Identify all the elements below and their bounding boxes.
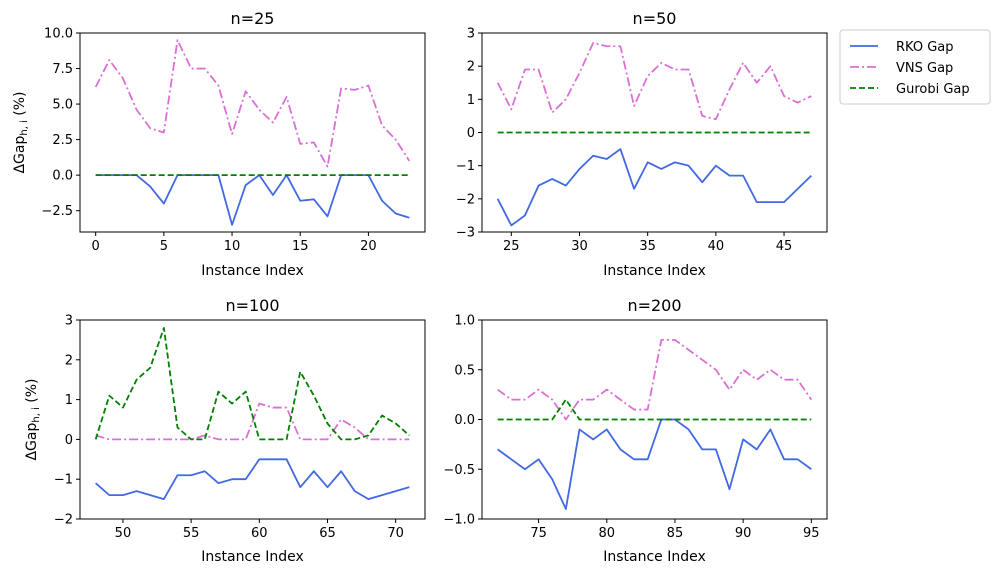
y-tick-label: 0.0	[454, 413, 475, 428]
y-tick-label: 2	[467, 60, 475, 75]
x-tick-label: 55	[183, 526, 200, 541]
x-tick-label: 95	[803, 526, 820, 541]
y-tick-label: 5.0	[52, 98, 73, 113]
panel-n200: 75 80 85 90 95 −1.0 −0.5 0.0 0.5 1.0 n=200 Instan…	[443, 296, 828, 565]
x-tick-label: 10	[224, 239, 241, 254]
x-tick-label: 75	[530, 526, 547, 541]
y-tick-label: −2	[54, 513, 73, 528]
vns-gap-line	[94, 39, 411, 168]
axes-frame	[79, 319, 426, 520]
x-axis-title: Instance Index	[201, 549, 304, 565]
x-tick-label: 15	[292, 239, 309, 254]
y-tick-label: 0.0	[52, 169, 73, 184]
y-axis-title-main: ΔGap	[24, 423, 40, 461]
x-tick-label: 0	[92, 239, 100, 254]
panel-n50: 25 30 35 40 45 −3 −2 −1 0 1 2 3 n=50 Instance Index	[456, 9, 828, 279]
legend-label-vns: VNS Gap	[896, 61, 953, 76]
legend-entry-gurobi: Gurobi Gap	[850, 82, 970, 97]
y-tick-label: 1	[65, 393, 73, 408]
legend: RKO Gap VNS Gap Gurobi Gap	[839, 29, 991, 105]
y-tick-label: −1.0	[443, 513, 475, 528]
rko-gap-line	[496, 148, 812, 227]
y-tick-label: −3	[456, 226, 475, 241]
axes-frame	[481, 319, 828, 520]
x-tick-label: 5	[160, 239, 168, 254]
y-axis-title-unit: (%)	[12, 91, 28, 120]
legend-entry-rko: RKO Gap	[850, 40, 954, 55]
x-tick-label: 20	[360, 239, 377, 254]
panel-n25: 0 5 10 15 20 −2.5 0.0 2.5 5.0 7.5 10.0 n=25 Instan…	[12, 9, 426, 279]
y-tick-label: −2.5	[41, 204, 73, 219]
x-tick-label: 85	[667, 526, 684, 541]
x-tick-label: 50	[115, 526, 132, 541]
rko-gap-line	[497, 418, 812, 510]
x-tick-label: 65	[319, 526, 336, 541]
y-tick-label: 10.0	[44, 27, 73, 42]
vns-gap-line	[95, 402, 410, 441]
x-axis-title: Instance Index	[603, 263, 706, 279]
y-tick-label: 2	[65, 353, 73, 368]
y-tick-label: −1	[456, 159, 475, 174]
y-axis-title: ΔGaph, i (%)	[12, 91, 30, 173]
rko-gap-line	[95, 458, 410, 501]
panel-title: n=50	[633, 9, 677, 28]
y-tick-label: −1	[54, 473, 73, 488]
panel-title: n=25	[231, 9, 275, 28]
y-tick-label: 3	[467, 27, 475, 42]
y-tick-label: 1.0	[454, 314, 475, 329]
y-axis-title-unit: (%)	[24, 378, 40, 407]
x-tick-label: 60	[251, 526, 268, 541]
gurobi-gap-line	[497, 398, 812, 421]
x-tick-label: 45	[776, 239, 793, 254]
y-tick-label: 2.5	[52, 133, 73, 148]
y-tick-label: −0.5	[443, 463, 475, 478]
legend-label-gurobi: Gurobi Gap	[896, 82, 970, 97]
gurobi-gap-line	[94, 327, 410, 441]
x-axis-title: Instance Index	[603, 549, 706, 565]
legend-label-rko: RKO Gap	[896, 40, 954, 55]
y-tick-label: 0.5	[454, 363, 475, 378]
y-axis-title: ΔGaph, i (%)	[24, 378, 42, 460]
y-tick-label: 3	[65, 314, 73, 329]
x-tick-label: 80	[598, 526, 615, 541]
x-axis-title: Instance Index	[201, 263, 304, 279]
x-tick-label: 25	[503, 239, 520, 254]
legend-frame	[839, 29, 991, 105]
panel-title: n=100	[225, 296, 279, 315]
y-axis-title-main: ΔGap	[12, 136, 28, 174]
y-tick-label: 1	[467, 93, 475, 108]
vns-gap-line	[496, 42, 812, 121]
legend-entry-vns: VNS Gap	[850, 61, 953, 76]
rko-gap-line	[95, 174, 410, 226]
y-axis-title-subscript: h, i	[19, 120, 30, 135]
x-tick-label: 40	[708, 239, 725, 254]
x-tick-label: 70	[387, 526, 404, 541]
x-tick-label: 35	[639, 239, 656, 254]
y-tick-label: 7.5	[52, 62, 73, 77]
panel-title: n=200	[627, 296, 681, 315]
y-tick-label: −2	[456, 192, 475, 207]
y-axis-title-subscript: h, i	[31, 407, 42, 422]
x-tick-label: 90	[735, 526, 752, 541]
axes-frame	[481, 32, 828, 233]
y-tick-label: 0	[65, 433, 73, 448]
y-tick-label: 0	[467, 126, 475, 141]
axes-frame	[79, 32, 426, 233]
x-tick-label: 30	[571, 239, 588, 254]
vns-gap-line	[497, 338, 813, 421]
